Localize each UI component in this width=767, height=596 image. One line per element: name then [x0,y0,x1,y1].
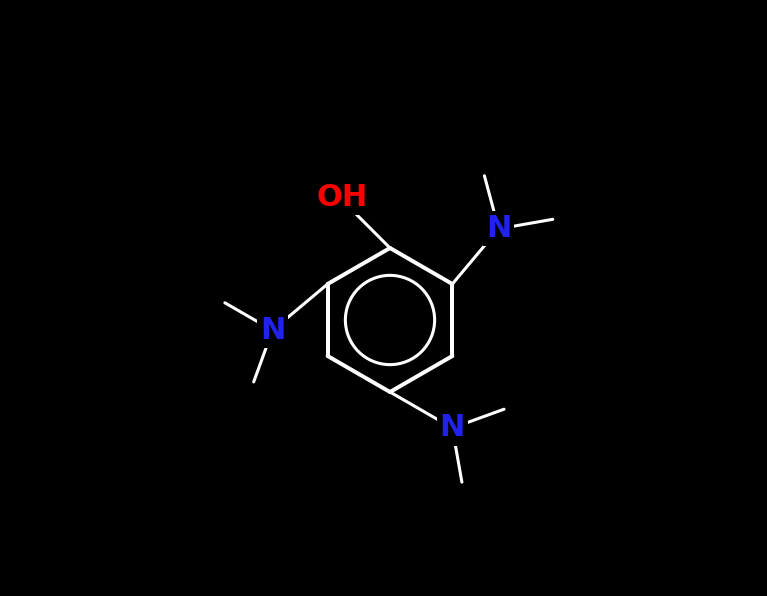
Text: N: N [439,414,465,442]
Text: N: N [260,316,285,344]
Text: N: N [486,215,512,243]
Text: OH: OH [317,182,367,212]
